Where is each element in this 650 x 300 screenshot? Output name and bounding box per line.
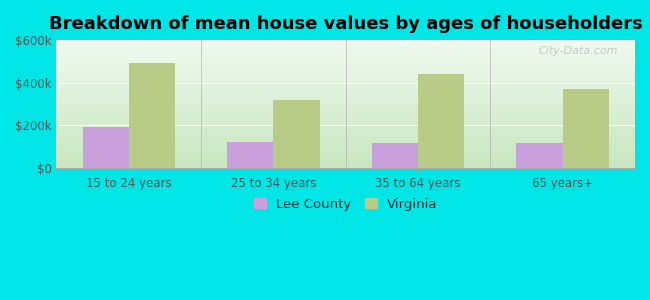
Legend: Lee County, Virginia: Lee County, Virginia [250, 194, 441, 214]
Bar [83, 127, 129, 168]
Title: Breakdown of mean house values by ages of householders: Breakdown of mean house values by ages o… [49, 15, 643, 33]
Bar [418, 74, 464, 168]
Bar [516, 143, 563, 168]
Bar [227, 142, 274, 168]
Bar [372, 143, 418, 168]
Bar [563, 89, 609, 168]
Text: City-Data.com: City-Data.com [538, 46, 617, 56]
Bar [129, 64, 175, 168]
Bar [274, 100, 320, 168]
